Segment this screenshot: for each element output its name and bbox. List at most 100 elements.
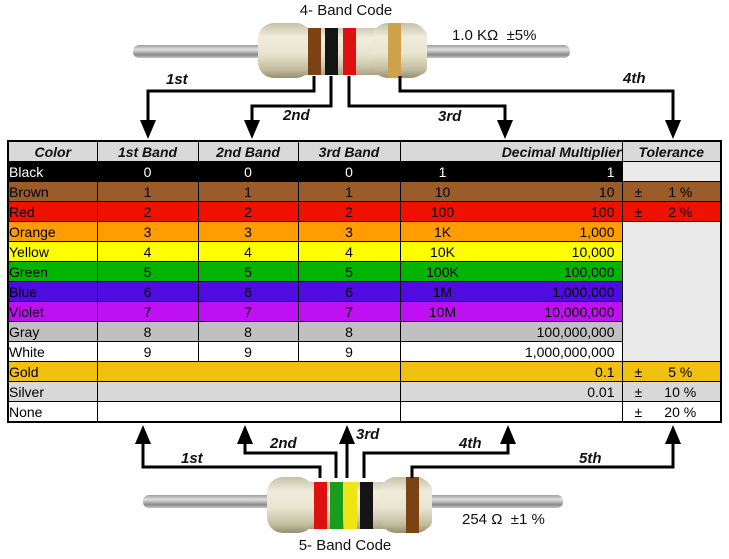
1-band-cell: 5 bbox=[96, 261, 199, 282]
table-header-row: Color 1st Band 2nd Band 3rd Band Decimal… bbox=[7, 140, 722, 162]
multiplier-long-value: 10,000,000 bbox=[544, 303, 615, 320]
color-name-cell: Silver bbox=[7, 381, 98, 402]
2-band-cell: 5 bbox=[197, 261, 299, 282]
green-band bbox=[330, 482, 343, 529]
2-band-cell: 1 bbox=[197, 181, 299, 202]
multiplier-long-value: 100,000,000 bbox=[536, 323, 615, 340]
multiplier-cell: 100,000,000 bbox=[399, 321, 623, 342]
color-name-cell: Brown bbox=[7, 181, 98, 202]
1-band-cell: 9 bbox=[96, 341, 199, 362]
header-color: Color bbox=[7, 140, 98, 162]
3-band-cell: 7 bbox=[297, 301, 401, 322]
color-name-cell: Orange bbox=[7, 221, 98, 242]
tolerance-cell: ±5 % bbox=[621, 361, 722, 382]
table-row-yellow: Yellow 4 4 4 10K 10,000 bbox=[7, 241, 721, 262]
multiplier-short-value: 10K bbox=[430, 243, 455, 260]
tolerance-value: 10 % bbox=[664, 383, 697, 400]
plus-minus-sign: ± bbox=[634, 203, 643, 220]
plus-minus-sign: ± bbox=[634, 183, 643, 200]
1-band-cell: 0 bbox=[96, 161, 199, 182]
1-band-cell: 4 bbox=[96, 241, 199, 262]
2-band-cell: 7 bbox=[197, 301, 299, 322]
resistor-left-cap bbox=[267, 477, 314, 533]
merged-band-cell bbox=[96, 401, 401, 423]
multiplier-cell: 0.01 bbox=[399, 381, 623, 402]
color-name-cell: Yellow bbox=[7, 241, 98, 262]
multiplier-cell: 100K 100,000 bbox=[399, 261, 623, 282]
3-band-cell: 1 bbox=[297, 181, 401, 202]
1-band-cell: 3 bbox=[96, 221, 199, 242]
3-band-cell: 0 bbox=[297, 161, 401, 182]
arrow-3rd-bottom bbox=[339, 425, 355, 478]
arrow-3rd-top bbox=[347, 76, 513, 139]
five-band-code-title: 5- Band Code bbox=[298, 537, 392, 554]
arrow-label-3rd-top: 3rd bbox=[438, 108, 462, 125]
tolerance-cell: ±20 % bbox=[621, 401, 722, 423]
merged-band-cell bbox=[96, 381, 401, 402]
four-band-resistor bbox=[130, 20, 572, 82]
color-name-cell: White bbox=[7, 341, 98, 362]
color-name-cell: Gray bbox=[7, 321, 98, 342]
merged-band-cell bbox=[96, 361, 401, 382]
multiplier-long-value: 10,000 bbox=[571, 243, 615, 260]
black-band bbox=[360, 482, 373, 529]
tolerance-value: 2 % bbox=[668, 203, 693, 220]
multiplier-cell: 0.1 bbox=[399, 361, 623, 382]
multiplier-short-value: 1 bbox=[438, 163, 447, 180]
header-tolerance: Tolerance bbox=[621, 140, 722, 162]
table-row-black: Black 0 0 0 1 1 bbox=[7, 161, 722, 182]
3-band-cell: 5 bbox=[297, 261, 401, 282]
header-2nd-band: 2nd Band bbox=[197, 140, 299, 162]
plus-minus-sign: ± bbox=[634, 403, 643, 420]
table-row-none: None ±20 % bbox=[7, 401, 722, 423]
red-band bbox=[343, 28, 356, 75]
arrow-5th-bottom bbox=[410, 425, 681, 478]
arrow-label-1st-bottom: 1st bbox=[181, 450, 203, 467]
table-row-gray: Gray 8 8 8 100,000,000 bbox=[7, 321, 721, 342]
1-band-cell: 8 bbox=[96, 321, 199, 342]
3-band-cell: 9 bbox=[297, 341, 401, 362]
multiplier-long-value: 0.01 bbox=[587, 383, 615, 400]
2-band-cell: 8 bbox=[197, 321, 299, 342]
multiplier-short-value: 1K bbox=[433, 223, 452, 240]
multiplier-cell: 100 100 bbox=[399, 201, 623, 222]
table-row-blue: Blue 6 6 6 1M 1,000,000 bbox=[7, 281, 721, 302]
color-name-cell: Red bbox=[7, 201, 98, 222]
multiplier-short-value: 10M bbox=[428, 303, 457, 320]
multiplier-cell: 10K 10,000 bbox=[399, 241, 623, 262]
color-name-cell: Black bbox=[7, 161, 98, 182]
multiplier-cell: 10 10 bbox=[399, 181, 623, 202]
multiplier-long-value: 100 bbox=[591, 203, 615, 220]
multiplier-long-value: 100,000 bbox=[563, 263, 615, 280]
resistor-left-cap bbox=[258, 23, 312, 78]
gold-band bbox=[388, 23, 401, 78]
multiplier-cell: 10M 10,000,000 bbox=[399, 301, 623, 322]
arrow-label-2nd-top: 2nd bbox=[283, 107, 310, 124]
red-band bbox=[314, 482, 327, 529]
black-band bbox=[325, 28, 338, 75]
multiplier-short-value: 1M bbox=[432, 283, 453, 300]
2-band-cell: 6 bbox=[197, 281, 299, 302]
multiplier-long-value: 0.1 bbox=[595, 363, 615, 380]
multiplier-cell bbox=[399, 401, 623, 423]
multiplier-short-value: 10 bbox=[434, 183, 451, 200]
multiplier-cell: 1K 1,000 bbox=[399, 221, 623, 242]
five-band-value-label: 254 Ω ±1 % bbox=[462, 511, 545, 528]
table-row-green: Green 5 5 5 100K 100,000 bbox=[7, 261, 721, 282]
tolerance-value: 1 % bbox=[668, 183, 693, 200]
table-row-orange: Orange 3 3 3 1K 1,000 bbox=[7, 221, 722, 362]
brown-band bbox=[308, 28, 321, 75]
tolerance-cell bbox=[621, 161, 722, 182]
color-name-cell: None bbox=[7, 401, 98, 423]
plus-minus-sign: ± bbox=[634, 363, 643, 380]
arrow-label-2nd-bottom: 2nd bbox=[270, 435, 297, 452]
2-band-cell: 4 bbox=[197, 241, 299, 262]
3-band-cell: 2 bbox=[297, 201, 401, 222]
tolerance-cell: ±10 % bbox=[621, 381, 722, 402]
header-1st-band: 1st Band bbox=[96, 140, 199, 162]
plus-minus-sign: ± bbox=[634, 383, 643, 400]
multiplier-short-value: 100K bbox=[426, 263, 459, 280]
brown-band bbox=[406, 477, 419, 533]
